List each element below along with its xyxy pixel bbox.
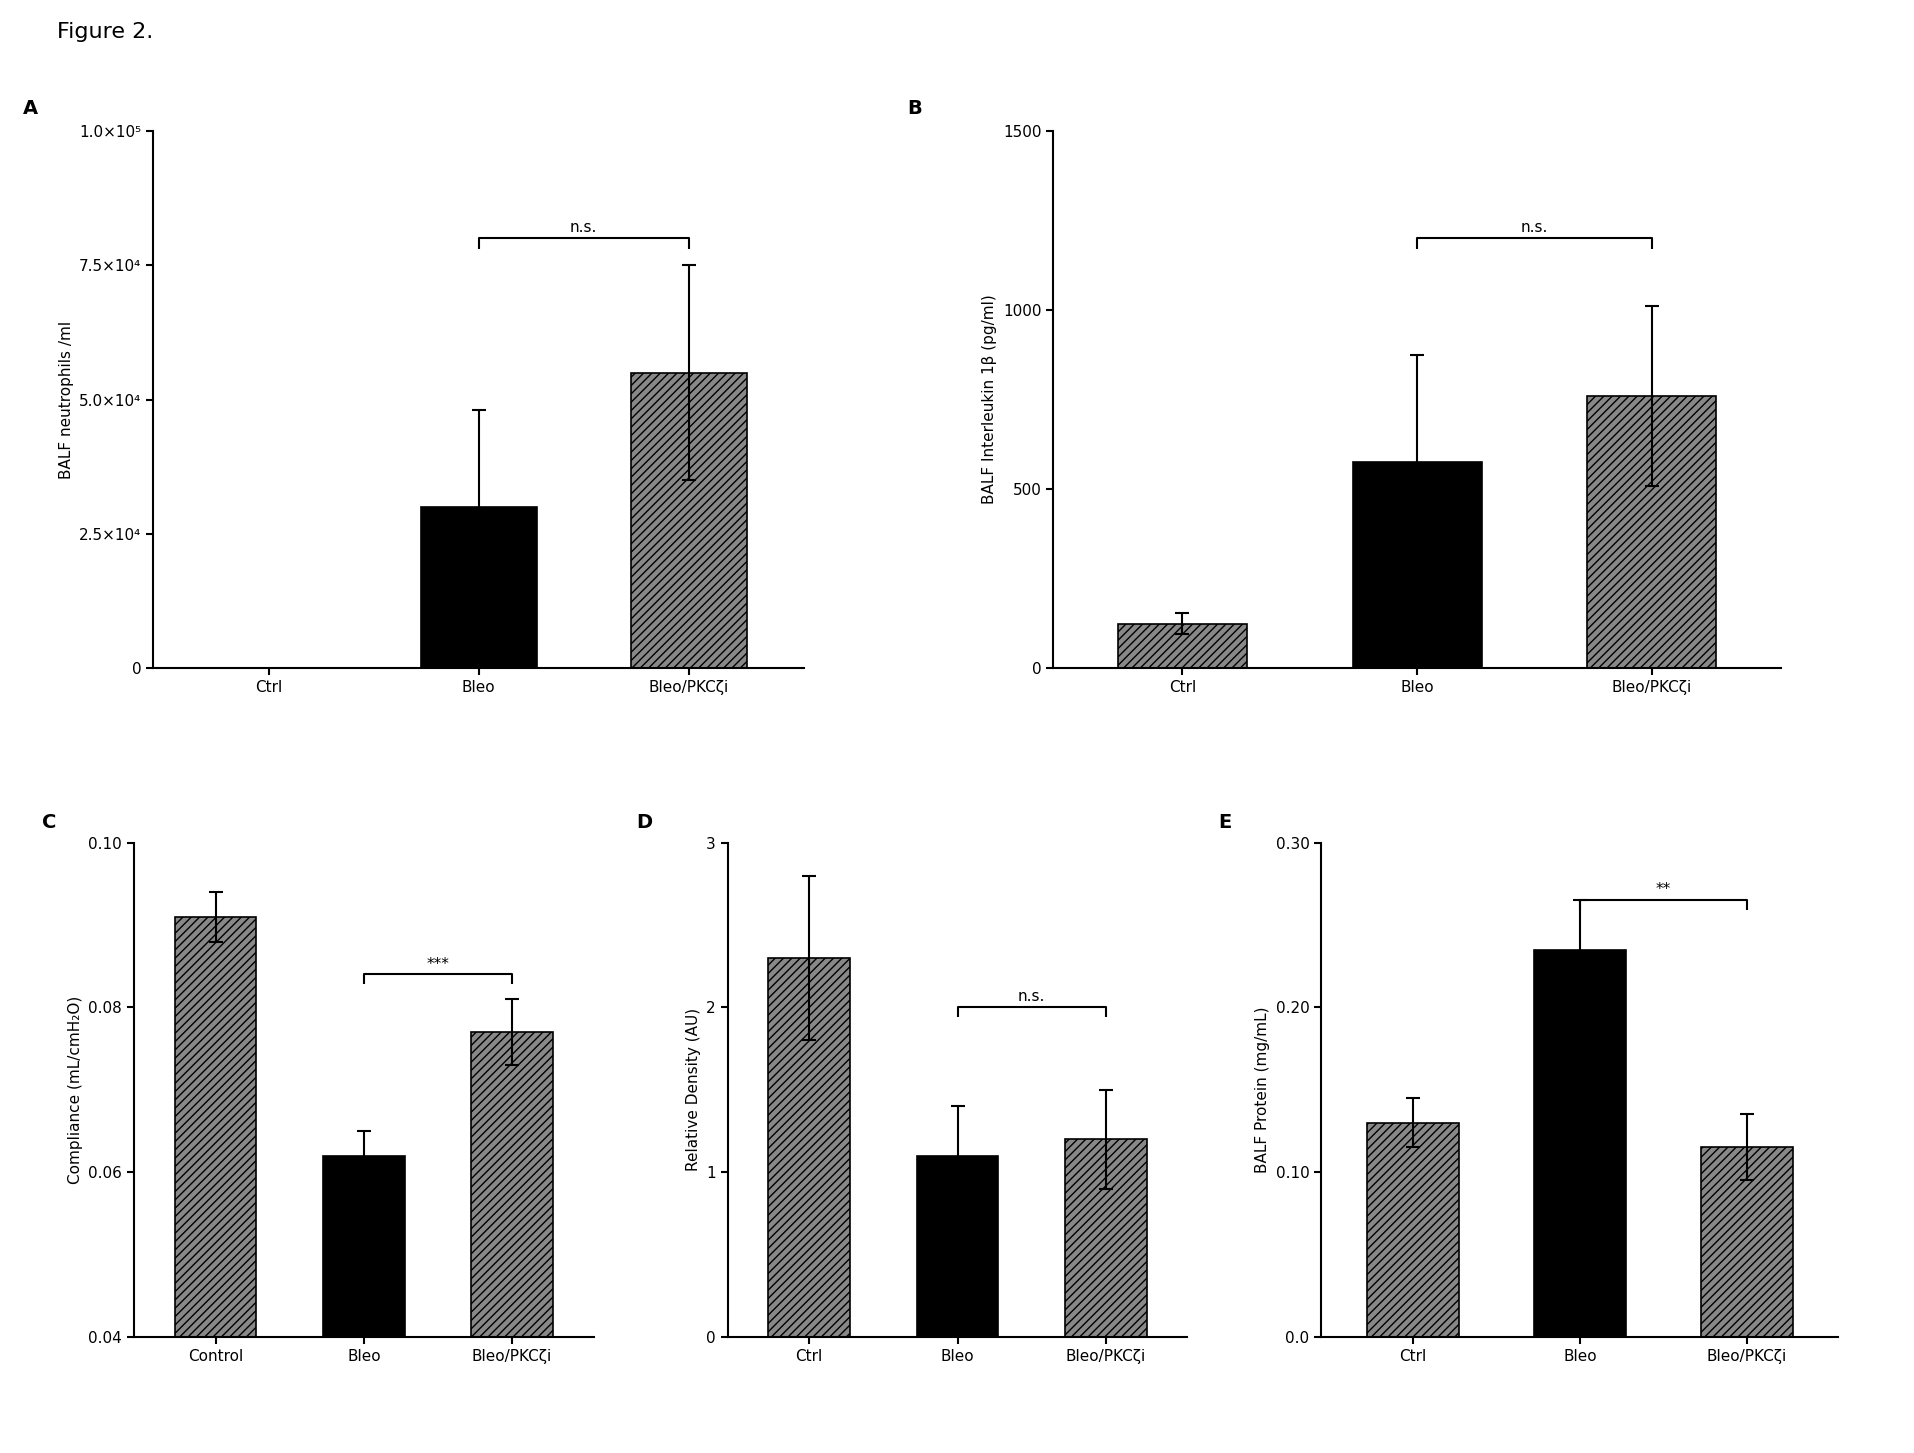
Y-axis label: BALF neutrophils /ml: BALF neutrophils /ml bbox=[59, 321, 73, 478]
Text: Figure 2.: Figure 2. bbox=[57, 22, 153, 42]
Text: B: B bbox=[907, 99, 923, 118]
Text: **: ** bbox=[1656, 882, 1671, 898]
Bar bbox=[323, 1155, 404, 1453]
Bar bbox=[471, 1032, 553, 1453]
Bar bbox=[1064, 1139, 1146, 1337]
Y-axis label: BALF Protein (mg/mL): BALF Protein (mg/mL) bbox=[1254, 1007, 1269, 1173]
Text: D: D bbox=[635, 814, 651, 833]
Text: E: E bbox=[1217, 814, 1231, 833]
Text: C: C bbox=[42, 814, 57, 833]
Bar bbox=[174, 917, 256, 1453]
Bar bbox=[1351, 462, 1481, 668]
Text: n.s.: n.s. bbox=[570, 219, 597, 235]
Y-axis label: Relative Density (AU): Relative Density (AU) bbox=[685, 1008, 701, 1171]
Text: n.s.: n.s. bbox=[1520, 219, 1547, 235]
Y-axis label: Compliance (mL/cmH₂O): Compliance (mL/cmH₂O) bbox=[67, 995, 82, 1184]
Bar bbox=[1587, 397, 1715, 668]
Bar bbox=[632, 373, 746, 668]
Bar bbox=[1367, 1123, 1458, 1337]
Text: A: A bbox=[23, 99, 38, 118]
Text: ***: *** bbox=[427, 956, 450, 972]
Bar bbox=[421, 507, 536, 668]
Text: n.s.: n.s. bbox=[1018, 989, 1045, 1004]
Bar bbox=[768, 958, 850, 1337]
Bar bbox=[1533, 950, 1625, 1337]
Bar bbox=[1700, 1148, 1792, 1337]
Bar bbox=[1118, 623, 1246, 668]
Y-axis label: BALF Interleukin 1β (pg/ml): BALF Interleukin 1β (pg/ml) bbox=[982, 295, 997, 504]
Bar bbox=[917, 1155, 997, 1337]
